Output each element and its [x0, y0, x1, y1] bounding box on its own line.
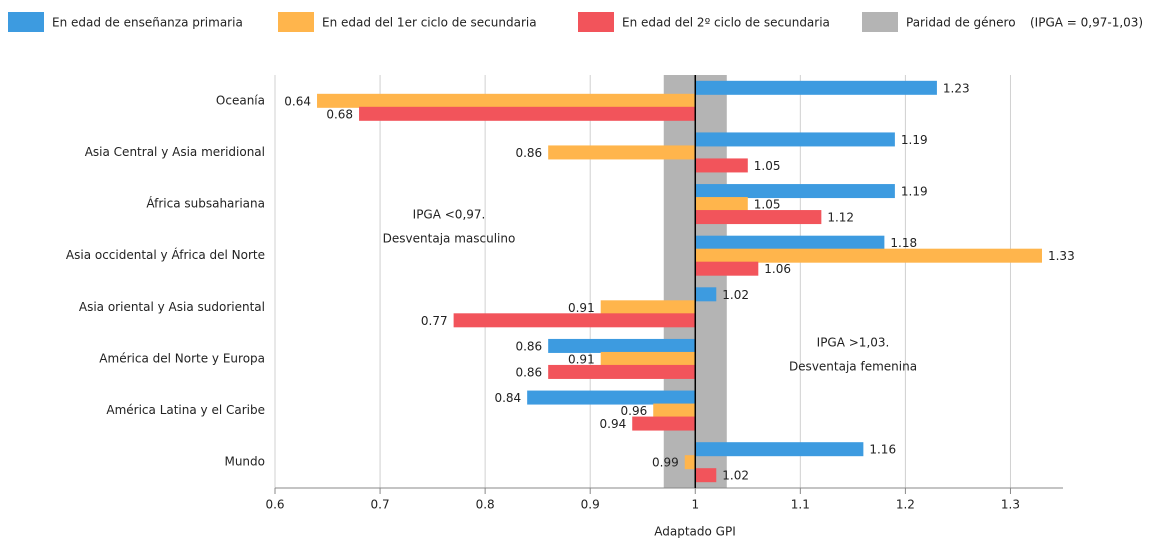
- annotation: IPGA >1,03.: [817, 336, 890, 350]
- y-tick-label: Asia Central y Asia meridional: [85, 145, 265, 159]
- bar: [653, 403, 696, 418]
- bar: [453, 313, 696, 328]
- data-label: 1.06: [764, 262, 791, 276]
- bar: [695, 261, 759, 276]
- y-tick-label: América del Norte y Europa: [99, 351, 265, 365]
- legend-swatch: [578, 12, 614, 32]
- x-tick-label: 1: [691, 498, 699, 512]
- data-label: 0.94: [600, 417, 627, 431]
- x-tick-label: 0.8: [476, 498, 495, 512]
- legend-swatch: [278, 12, 314, 32]
- bar: [695, 468, 717, 483]
- bar: [600, 300, 696, 315]
- legend-label: Paridad de género: [906, 16, 1016, 30]
- annotation: Desventaja femenina: [789, 360, 917, 374]
- bar: [548, 145, 696, 160]
- bar: [695, 248, 1042, 263]
- bar: [548, 364, 696, 379]
- data-label: 0.86: [515, 365, 542, 379]
- x-tick-label: 1.2: [896, 498, 915, 512]
- annotation: Desventaja masculino: [383, 232, 516, 246]
- data-label: 1.19: [901, 185, 928, 199]
- y-tick-label: Oceanía: [216, 93, 265, 107]
- legend-note: (IPGA = 0,97-1,03): [1030, 16, 1143, 30]
- bar: [695, 184, 895, 199]
- annotation: IPGA <0,97.: [413, 208, 486, 222]
- x-tick-label: 0.6: [265, 498, 284, 512]
- bar: [695, 442, 864, 457]
- data-label: 0.84: [494, 391, 521, 405]
- bar: [695, 197, 748, 212]
- x-tick-label: 1.3: [1001, 498, 1020, 512]
- x-tick-label: 1.1: [791, 498, 810, 512]
- data-label: 1.02: [722, 288, 749, 302]
- y-tick-label: Asia oriental y Asia sudoriental: [79, 300, 265, 314]
- bar: [695, 210, 822, 225]
- data-label: 0.77: [421, 314, 448, 328]
- bar: [695, 80, 937, 95]
- data-label: 1.33: [1048, 249, 1075, 263]
- data-label: 1.12: [827, 211, 854, 225]
- y-tick-label: Asia occidental y África del Norte: [66, 247, 265, 262]
- bar: [548, 338, 696, 353]
- data-label: 1.02: [722, 469, 749, 483]
- data-label: 0.68: [326, 107, 353, 121]
- y-tick-label: Mundo: [224, 455, 265, 469]
- y-tick-label: África subsahariana: [146, 196, 265, 211]
- bar: [317, 93, 696, 108]
- x-axis-label: Adaptado GPI: [654, 525, 736, 539]
- legend-label: En edad del 1er ciclo de secundaria: [322, 16, 537, 30]
- legend-swatch: [862, 12, 898, 32]
- legend-label: En edad del 2º ciclo de secundaria: [622, 16, 830, 30]
- x-tick-label: 0.9: [581, 498, 600, 512]
- legend-label: En edad de enseñanza primaria: [52, 16, 243, 30]
- data-label: 1.18: [890, 236, 917, 250]
- bar: [695, 235, 885, 250]
- bar: [527, 390, 696, 405]
- x-tick-label: 0.7: [371, 498, 390, 512]
- bar: [684, 455, 696, 470]
- data-label: 1.23: [943, 81, 970, 95]
- bar: [632, 416, 696, 431]
- data-label: 0.91: [568, 301, 595, 315]
- y-tick-label: América Latina y el Caribe: [106, 403, 265, 417]
- data-label: 0.96: [621, 404, 648, 418]
- bar: [695, 158, 748, 173]
- data-label: 0.64: [284, 94, 311, 108]
- legend-swatch: [8, 12, 44, 32]
- data-label: 1.19: [901, 133, 928, 147]
- data-label: 0.86: [515, 339, 542, 353]
- data-label: 0.91: [568, 352, 595, 366]
- data-label: 1.16: [869, 443, 896, 457]
- data-label: 1.05: [754, 159, 781, 173]
- data-label: 0.99: [652, 456, 679, 470]
- bar: [600, 351, 696, 366]
- data-label: 0.86: [515, 146, 542, 160]
- data-label: 1.05: [754, 198, 781, 212]
- bar: [695, 132, 895, 147]
- bar: [695, 287, 717, 302]
- bar: [359, 106, 696, 121]
